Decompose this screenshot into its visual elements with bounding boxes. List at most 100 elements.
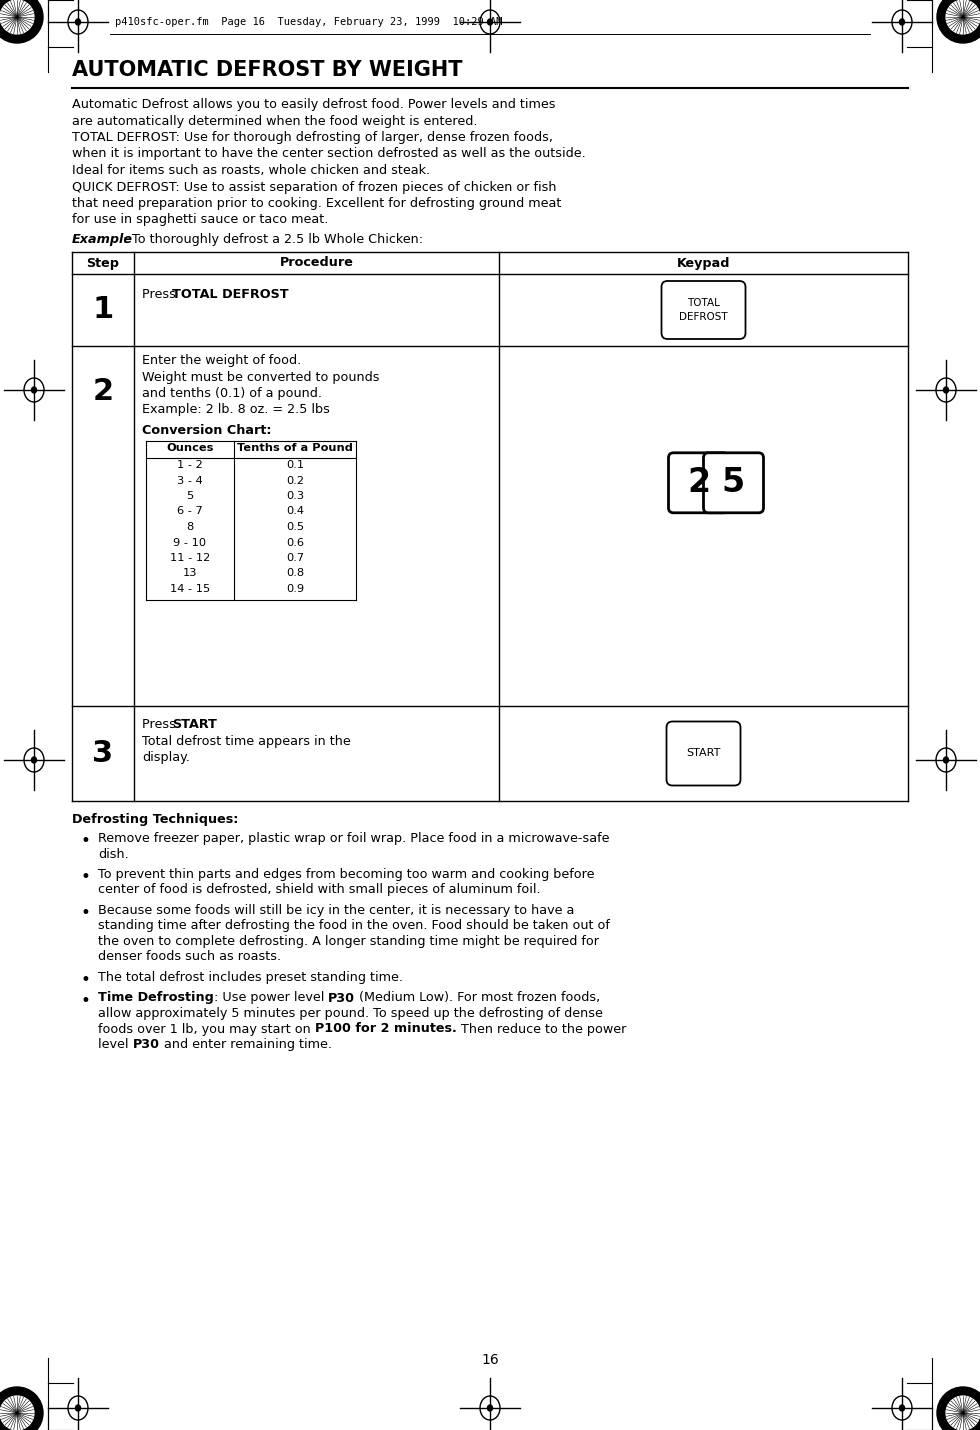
Text: Automatic Defrost allows you to easily defrost food. Power levels and times: Automatic Defrost allows you to easily d… (72, 99, 556, 112)
Text: TOTAL DEFROST: TOTAL DEFROST (172, 287, 289, 300)
Text: 0.9: 0.9 (286, 583, 304, 593)
Text: .: . (210, 718, 214, 731)
Text: P30: P30 (132, 1038, 160, 1051)
Circle shape (0, 0, 43, 43)
Ellipse shape (944, 756, 949, 764)
Text: Time Defrosting: Time Defrosting (98, 991, 214, 1004)
Circle shape (0, 0, 34, 34)
Text: 8: 8 (186, 522, 194, 532)
Text: level: level (98, 1038, 132, 1051)
Circle shape (946, 1396, 980, 1430)
Text: Enter the weight of food.: Enter the weight of food. (142, 355, 301, 368)
Text: 0.7: 0.7 (286, 553, 304, 563)
Text: Ideal for items such as roasts, whole chicken and steak.: Ideal for items such as roasts, whole ch… (72, 164, 430, 177)
Ellipse shape (75, 1406, 80, 1411)
Text: Because some foods will still be icy in the center, it is necessary to have a: Because some foods will still be icy in … (98, 904, 574, 917)
Text: 9 - 10: 9 - 10 (173, 538, 207, 548)
Text: •: • (80, 991, 90, 1010)
Circle shape (0, 1387, 43, 1430)
Text: To prevent thin parts and edges from becoming too warm and cooking before: To prevent thin parts and edges from bec… (98, 868, 595, 881)
Text: AUTOMATIC DEFROST BY WEIGHT: AUTOMATIC DEFROST BY WEIGHT (72, 60, 463, 80)
Text: display.: display. (142, 751, 190, 764)
Text: 2: 2 (92, 376, 114, 406)
Text: 0.3: 0.3 (286, 490, 304, 500)
Text: •: • (80, 904, 90, 922)
Text: 16: 16 (481, 1353, 499, 1367)
Text: the oven to complete defrosting. A longer standing time might be required for: the oven to complete defrosting. A longe… (98, 935, 599, 948)
Text: 3: 3 (92, 739, 114, 768)
Text: Keypad: Keypad (677, 256, 730, 269)
Text: 13: 13 (182, 569, 197, 579)
Text: 5: 5 (186, 490, 194, 500)
Text: 0.6: 0.6 (286, 538, 304, 548)
Circle shape (937, 1387, 980, 1430)
Text: Conversion Chart:: Conversion Chart: (142, 425, 271, 438)
Text: : Use power level: : Use power level (214, 991, 328, 1004)
Text: 5: 5 (722, 466, 745, 499)
FancyBboxPatch shape (666, 722, 741, 785)
Text: and tenths (0.1) of a pound.: and tenths (0.1) of a pound. (142, 388, 322, 400)
Text: dish.: dish. (98, 848, 128, 861)
Text: center of food is defrosted, shield with small pieces of aluminum foil.: center of food is defrosted, shield with… (98, 884, 541, 897)
Text: Defrosting Techniques:: Defrosting Techniques: (72, 814, 238, 827)
FancyBboxPatch shape (662, 282, 746, 339)
Text: :: : (122, 233, 126, 246)
Ellipse shape (487, 1406, 493, 1411)
Text: START: START (172, 718, 217, 731)
FancyBboxPatch shape (704, 453, 763, 513)
Ellipse shape (487, 19, 493, 24)
Text: Weight must be converted to pounds: Weight must be converted to pounds (142, 370, 379, 383)
Text: Example: 2 lb. 8 oz. = 2.5 lbs: Example: 2 lb. 8 oz. = 2.5 lbs (142, 403, 330, 416)
Text: TOTAL DEFROST: Use for thorough defrosting of larger, dense frozen foods,: TOTAL DEFROST: Use for thorough defrosti… (72, 132, 553, 144)
Text: The total defrost includes preset standing time.: The total defrost includes preset standi… (98, 971, 403, 984)
Text: Tenths of a Pound: Tenths of a Pound (237, 443, 353, 453)
Circle shape (0, 1396, 34, 1430)
Text: Then reduce to the power: Then reduce to the power (457, 1022, 626, 1035)
Text: 14 - 15: 14 - 15 (170, 583, 210, 593)
Text: 11 - 12: 11 - 12 (170, 553, 210, 563)
Text: Ounces: Ounces (167, 443, 214, 453)
Text: 0.5: 0.5 (286, 522, 304, 532)
Text: that need preparation prior to cooking. Excellent for defrosting ground meat: that need preparation prior to cooking. … (72, 197, 562, 210)
Text: QUICK DEFROST: Use to assist separation of frozen pieces of chicken or fish: QUICK DEFROST: Use to assist separation … (72, 180, 557, 193)
Ellipse shape (900, 19, 905, 24)
Text: 6 - 7: 6 - 7 (177, 506, 203, 516)
Text: and enter remaining time.: and enter remaining time. (160, 1038, 331, 1051)
Text: 3 - 4: 3 - 4 (177, 476, 203, 486)
Text: foods over 1 lb, you may start on: foods over 1 lb, you may start on (98, 1022, 315, 1035)
Text: Example: Example (72, 233, 133, 246)
Text: 0.4: 0.4 (286, 506, 304, 516)
Text: P30: P30 (328, 991, 355, 1004)
Text: Step: Step (86, 256, 120, 269)
Text: allow approximately 5 minutes per pound. To speed up the defrosting of dense: allow approximately 5 minutes per pound.… (98, 1007, 603, 1020)
Ellipse shape (900, 1406, 905, 1411)
Text: 2: 2 (687, 466, 710, 499)
Circle shape (937, 0, 980, 43)
Text: 0.1: 0.1 (286, 460, 304, 470)
Ellipse shape (31, 756, 36, 764)
Text: Press: Press (142, 718, 180, 731)
Text: p410sfc-oper.fm  Page 16  Tuesday, February 23, 1999  10:29 AM: p410sfc-oper.fm Page 16 Tuesday, Februar… (115, 17, 503, 27)
FancyBboxPatch shape (668, 453, 728, 513)
Text: To thoroughly defrost a 2.5 lb Whole Chicken:: To thoroughly defrost a 2.5 lb Whole Chi… (128, 233, 423, 246)
Text: denser foods such as roasts.: denser foods such as roasts. (98, 951, 281, 964)
Ellipse shape (944, 388, 949, 393)
Text: •: • (80, 868, 90, 887)
Text: Press: Press (142, 287, 180, 300)
Text: 1: 1 (92, 296, 114, 325)
Text: are automatically determined when the food weight is entered.: are automatically determined when the fo… (72, 114, 477, 127)
Text: .: . (262, 287, 267, 300)
Text: Total defrost time appears in the: Total defrost time appears in the (142, 735, 351, 748)
Text: •: • (80, 832, 90, 849)
Text: Remove freezer paper, plastic wrap or foil wrap. Place food in a microwave-safe: Remove freezer paper, plastic wrap or fo… (98, 832, 610, 845)
Text: 0.8: 0.8 (286, 569, 304, 579)
Text: for use in spaghetti sauce or taco meat.: for use in spaghetti sauce or taco meat. (72, 213, 328, 226)
Text: Procedure: Procedure (279, 256, 354, 269)
Circle shape (946, 0, 980, 34)
Text: 0.2: 0.2 (286, 476, 304, 486)
Text: START: START (686, 748, 720, 758)
Text: standing time after defrosting the food in the oven. Food should be taken out of: standing time after defrosting the food … (98, 919, 610, 932)
Text: (Medium Low). For most frozen foods,: (Medium Low). For most frozen foods, (355, 991, 601, 1004)
Text: •: • (80, 971, 90, 990)
Text: DEFROST: DEFROST (679, 312, 728, 322)
